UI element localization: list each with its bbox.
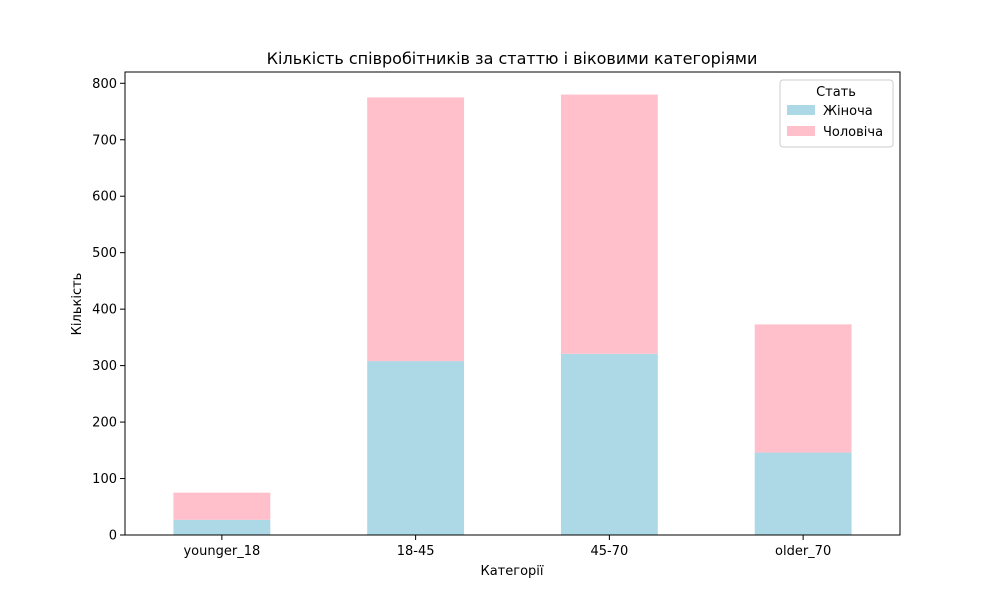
y-tick-label: 700 [92,133,117,148]
y-tick-label: 200 [92,416,117,431]
bar-male-younger_18 [173,492,271,520]
axes-layer: 0 100 200 300 400 500 600 700 800 younger_18 18-45… [92,71,901,559]
legend-label-female: Жіноча [823,104,873,119]
bar-female-younger_18 [173,519,271,535]
bar-female-45-70 [560,353,658,535]
legend-swatch-male [787,126,815,136]
bar-male-older_70 [754,324,852,453]
x-tick-label: 45-70 [590,544,628,559]
y-tick-label: 100 [92,472,117,487]
bar-male-45-70 [560,94,658,354]
x-tick-label: older_70 [775,544,831,559]
y-tick-label: 400 [92,303,117,318]
legend: Стать Жіноча Чоловіча [779,79,894,148]
legend-swatch-female [787,105,815,115]
legend-title: Стать [816,85,856,100]
y-tick-label: 600 [92,190,117,205]
y-tick-label: 300 [92,359,117,374]
x-tick-label: 18-45 [397,544,435,559]
y-tick-label: 800 [92,77,117,92]
plot-frame [124,71,901,536]
y-tick-label: 500 [92,246,117,261]
bar-female-older_70 [754,452,852,535]
x-axis-label: Категорії [480,564,543,579]
bar-male-18-45 [367,97,465,362]
x-tick-label: younger_18 [183,544,260,559]
y-tick-label: 0 [109,529,117,544]
chart-title: Кількість співробітників за статтю і вік… [267,49,758,68]
bar-female-18-45 [367,361,465,535]
y-axis-label: Кількість [70,273,85,336]
legend-label-male: Чоловіча [823,125,883,140]
bars-layer [173,94,852,535]
